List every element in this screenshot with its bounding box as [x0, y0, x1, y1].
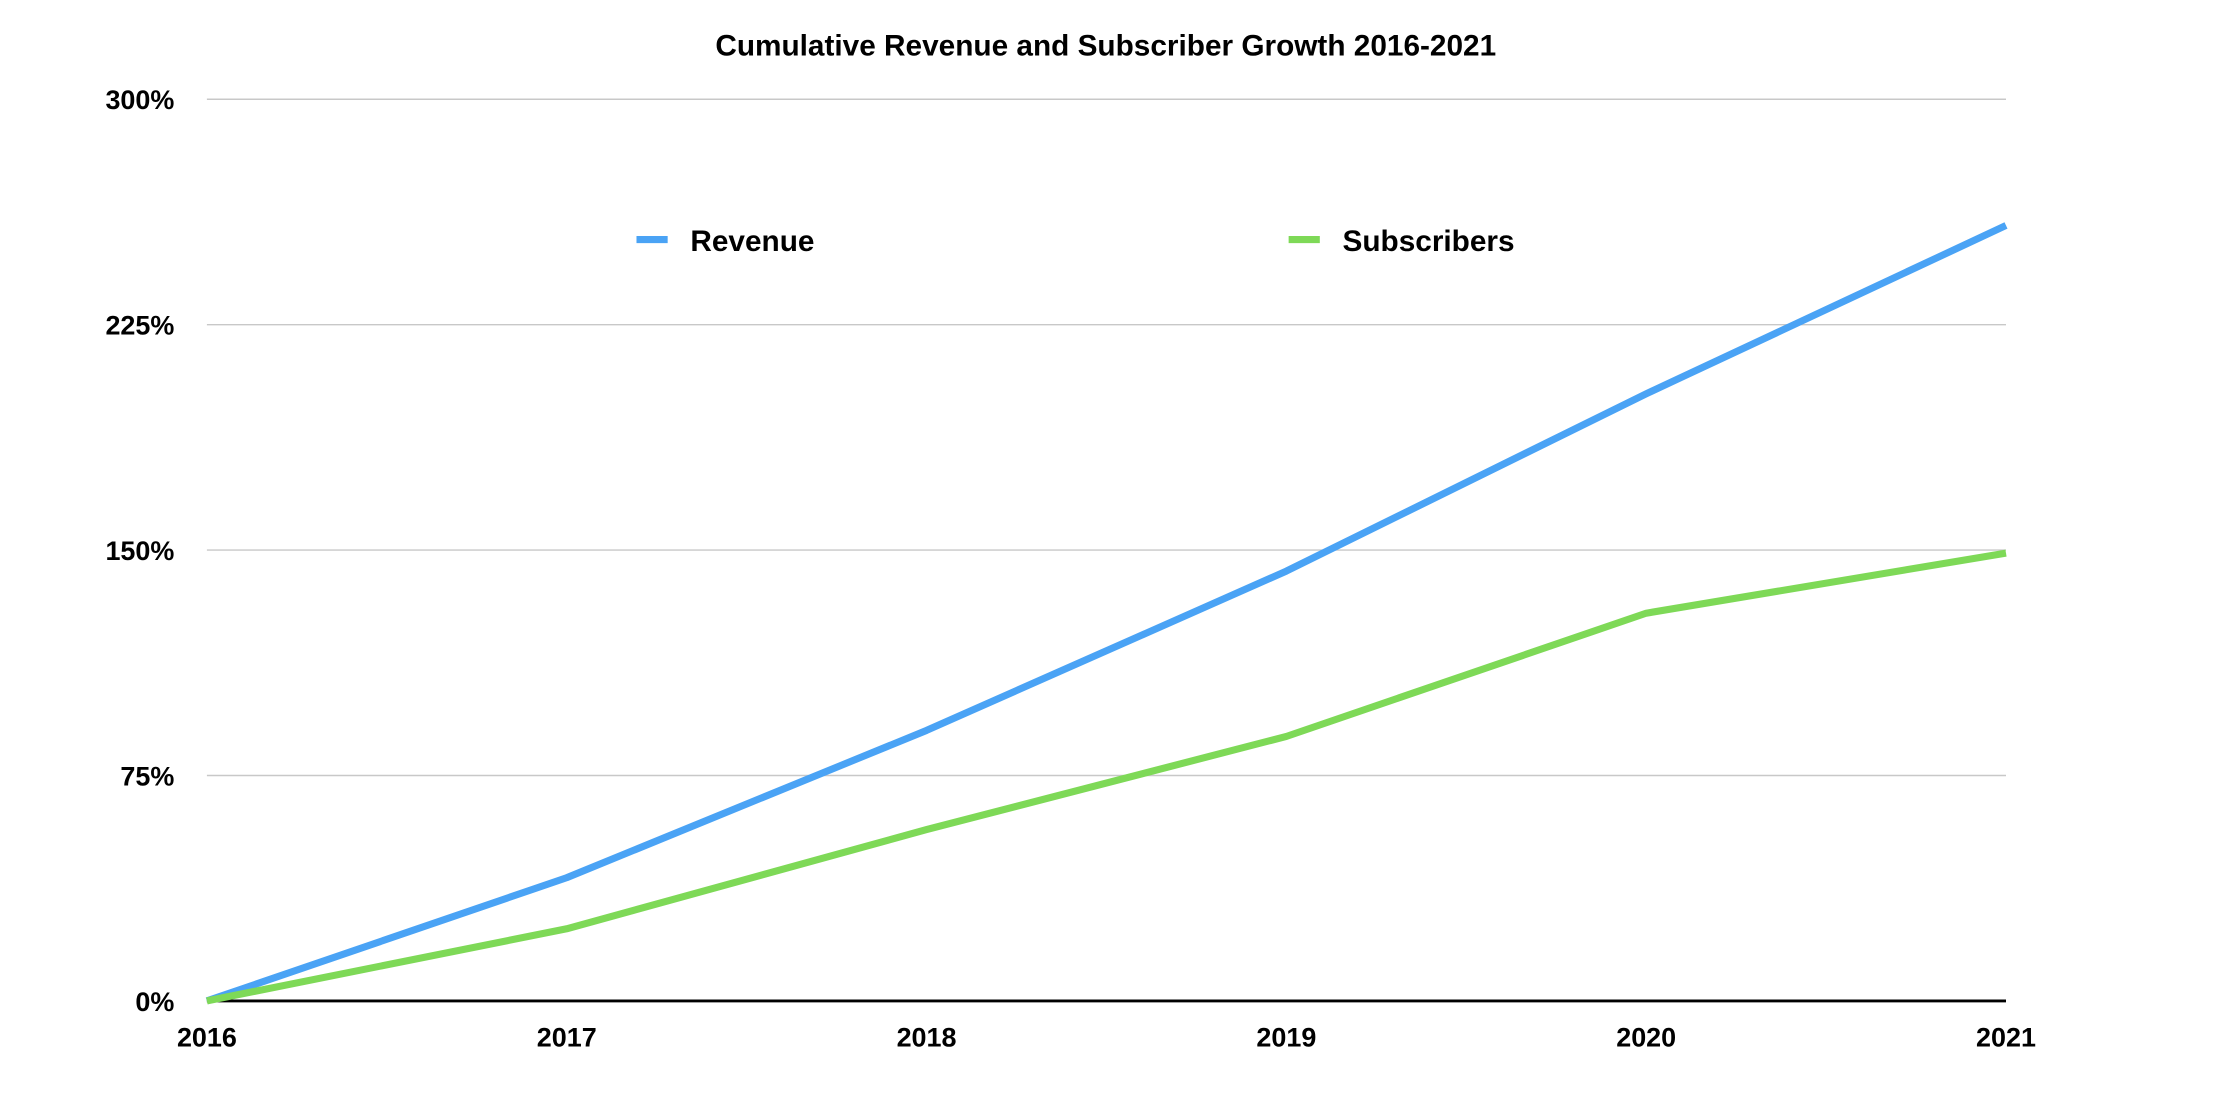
x-tick-label: 2018	[897, 1022, 957, 1052]
x-tick-label: 2016	[177, 1022, 237, 1052]
y-tick-label: 225%	[105, 311, 174, 341]
gridlines	[206, 98, 2006, 1003]
x-tick-label: 2017	[537, 1022, 597, 1052]
y-tick-label: 300%	[105, 85, 174, 115]
legend: Revenue Subscribers	[636, 225, 1515, 258]
legend-label: Revenue	[690, 225, 814, 258]
x-axis-ticks: 2016 2017 2018 2019 2020 2021	[177, 1022, 2036, 1052]
y-tick-label: 0%	[135, 987, 174, 1017]
x-tick-label: 2020	[1616, 1022, 1676, 1052]
x-tick-label: 2019	[1256, 1022, 1316, 1052]
y-axis-ticks: 0% 75% 150% 225% 300%	[105, 85, 174, 1017]
chart-title: Cumulative Revenue and Subscriber Growth…	[715, 29, 1496, 62]
legend-label: Subscribers	[1343, 225, 1515, 258]
series-lines	[205, 222, 2008, 1005]
series-line-revenue	[205, 222, 2008, 1005]
y-tick-label: 75%	[120, 761, 174, 791]
y-tick-label: 150%	[105, 536, 174, 566]
x-tick-label: 2021	[1976, 1022, 2036, 1052]
series-line-subscribers	[206, 549, 2007, 1005]
